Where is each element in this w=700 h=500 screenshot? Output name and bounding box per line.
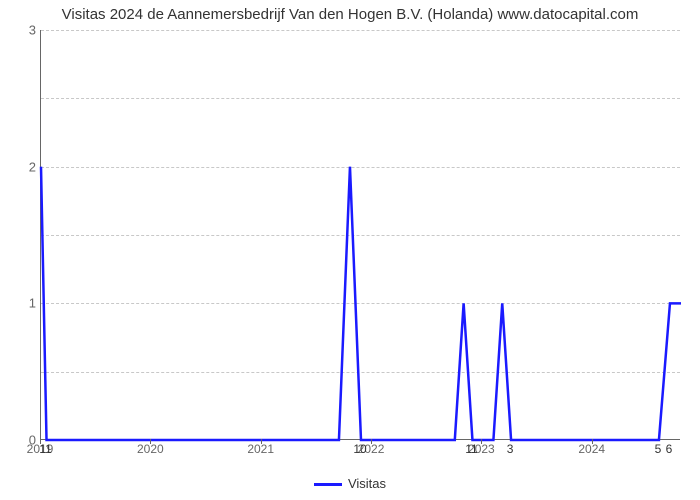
x-tick-label: 2024 (578, 442, 605, 456)
chart-title: Visitas 2024 de Aannemersbedrijf Van den… (0, 6, 700, 23)
data-point-label: 3 (507, 442, 514, 456)
data-point-label: 11 (39, 442, 51, 456)
data-point-label: 6 (666, 442, 673, 456)
chart-container: Visitas 2024 de Aannemersbedrijf Van den… (0, 0, 700, 500)
data-point-label: 5 (655, 442, 662, 456)
data-point-label: 11 (465, 442, 477, 456)
y-tick-label: 3 (6, 23, 36, 38)
legend-label: Visitas (348, 476, 386, 491)
y-tick-label: 2 (6, 159, 36, 174)
y-tick-label: 1 (6, 296, 36, 311)
x-tick-label: 2021 (247, 442, 274, 456)
legend-swatch (314, 483, 342, 486)
line-series (41, 30, 680, 439)
legend: Visitas (0, 476, 700, 491)
plot-area (40, 30, 680, 440)
x-tick-label: 2020 (137, 442, 164, 456)
data-point-label: 10 (353, 442, 366, 456)
